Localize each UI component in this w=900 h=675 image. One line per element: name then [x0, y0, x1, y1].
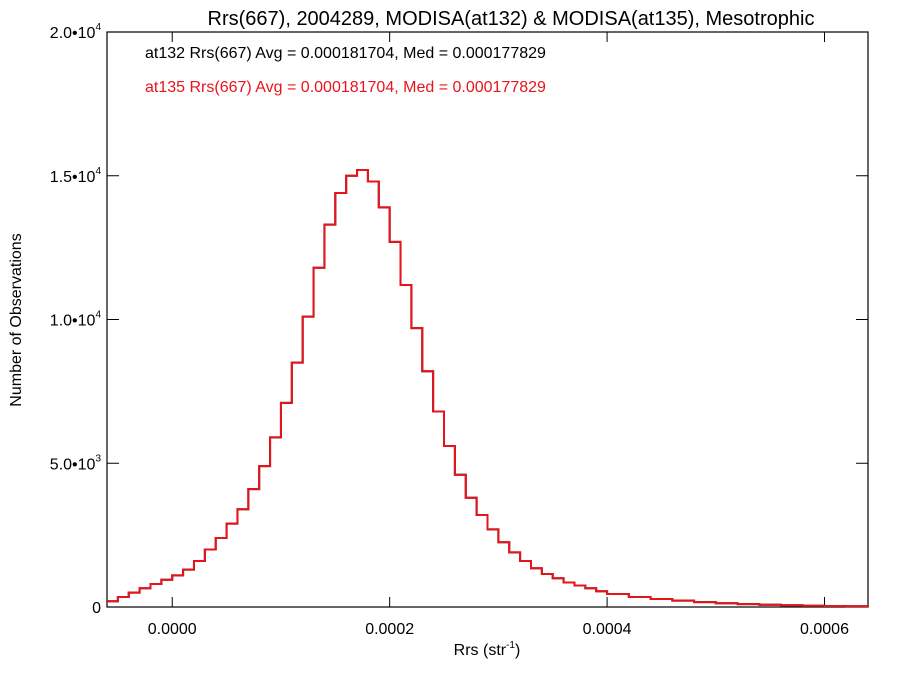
y-tick-label-3: 1.5•104 — [50, 166, 102, 186]
y-tick-label-2: 1.0•104 — [50, 310, 102, 330]
x-tick-label-3: 0.0006 — [800, 621, 849, 638]
y-tick-label-exponent-1: 3 — [95, 453, 101, 464]
series-layer — [107, 169, 869, 608]
y-axis-label: Number of Observations — [8, 233, 25, 406]
y-tick-label-base-1: 5.0•10 — [50, 456, 96, 473]
annotation-at135: at135 Rrs(667) Avg = 0.000181704, Med = … — [145, 79, 546, 96]
y-tick-label-exponent-2: 4 — [95, 310, 101, 321]
series-line-at132 — [107, 169, 869, 608]
x-axis-label-close: ) — [515, 642, 520, 659]
x-tick-label-1: 0.0002 — [365, 621, 414, 638]
x-axis-label-base: Rrs (str — [454, 642, 507, 659]
y-tick-label-1: 5.0•103 — [50, 453, 102, 473]
x-axis-label: Rrs (str-1) — [454, 640, 521, 659]
y-tick-label-base-3: 1.5•10 — [50, 169, 96, 186]
y-tick-label-exponent-4: 4 — [95, 22, 101, 33]
x-tick-label-2: 0.0004 — [583, 621, 632, 638]
series-line-at135 — [107, 169, 869, 608]
y-tick-label-exponent-3: 4 — [95, 166, 101, 177]
y-tick-label-base-0: 0 — [92, 600, 101, 617]
chart-title: Rrs(667), 2004289, MODISA(at132) & MODIS… — [208, 8, 815, 30]
annotation-at132: at132 Rrs(667) Avg = 0.000181704, Med = … — [145, 45, 546, 62]
y-tick-label-0: 0 — [92, 600, 101, 617]
x-axis-label-exponent: -1 — [506, 640, 515, 651]
x-tick-label-0: 0.0000 — [148, 621, 197, 638]
y-tick-label-base-4: 2.0•10 — [50, 25, 96, 42]
y-tick-label-4: 2.0•104 — [50, 22, 102, 42]
x-axis-ticks: 0.0000 0.0002 0.0004 0.0006 — [148, 32, 849, 638]
y-tick-label-base-2: 1.0•10 — [50, 313, 96, 330]
